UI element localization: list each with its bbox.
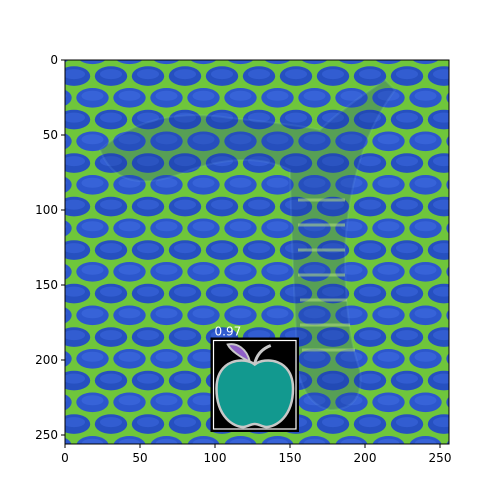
detection-box [212, 339, 297, 430]
x-tick-label: 200 [354, 451, 377, 465]
detection-score-label: 0.97 [215, 325, 242, 339]
y-tick-label: 0 [50, 53, 58, 67]
y-tick-label: 150 [35, 278, 58, 292]
y-tick-label: 100 [35, 203, 58, 217]
x-tick-label: 50 [132, 451, 147, 465]
y-tick-label: 50 [43, 128, 58, 142]
apple-icon [210, 337, 299, 432]
axes-frame [64, 59, 450, 445]
y-tick-label: 250 [35, 428, 58, 442]
detections-layer: 0.97 [212, 325, 297, 430]
x-tick-label: 0 [61, 451, 69, 465]
x-tick-label: 250 [429, 451, 452, 465]
x-tick-label: 100 [204, 451, 227, 465]
y-axis: 0 50 100 150 200 250 [35, 53, 65, 442]
vase-stripes [298, 198, 355, 352]
x-axis: 0 50 100 150 200 250 [61, 444, 451, 465]
vase-silhouette [98, 78, 397, 412]
apple-shape [215, 343, 295, 429]
x-tick-label: 150 [279, 451, 302, 465]
y-tick-label: 200 [35, 353, 58, 367]
